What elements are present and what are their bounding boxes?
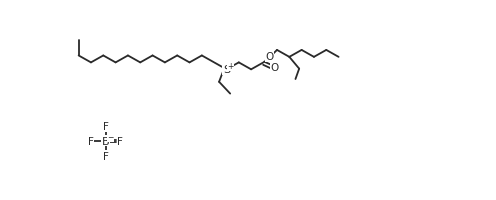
Text: −: − — [107, 133, 114, 141]
Text: O: O — [265, 52, 274, 62]
Text: F: F — [103, 151, 109, 161]
Text: O: O — [271, 63, 279, 73]
Text: F: F — [88, 136, 94, 146]
Text: +: + — [228, 62, 234, 71]
Text: B: B — [102, 136, 110, 146]
Text: F: F — [117, 136, 123, 146]
Text: S: S — [223, 65, 230, 75]
Text: F: F — [103, 122, 109, 132]
